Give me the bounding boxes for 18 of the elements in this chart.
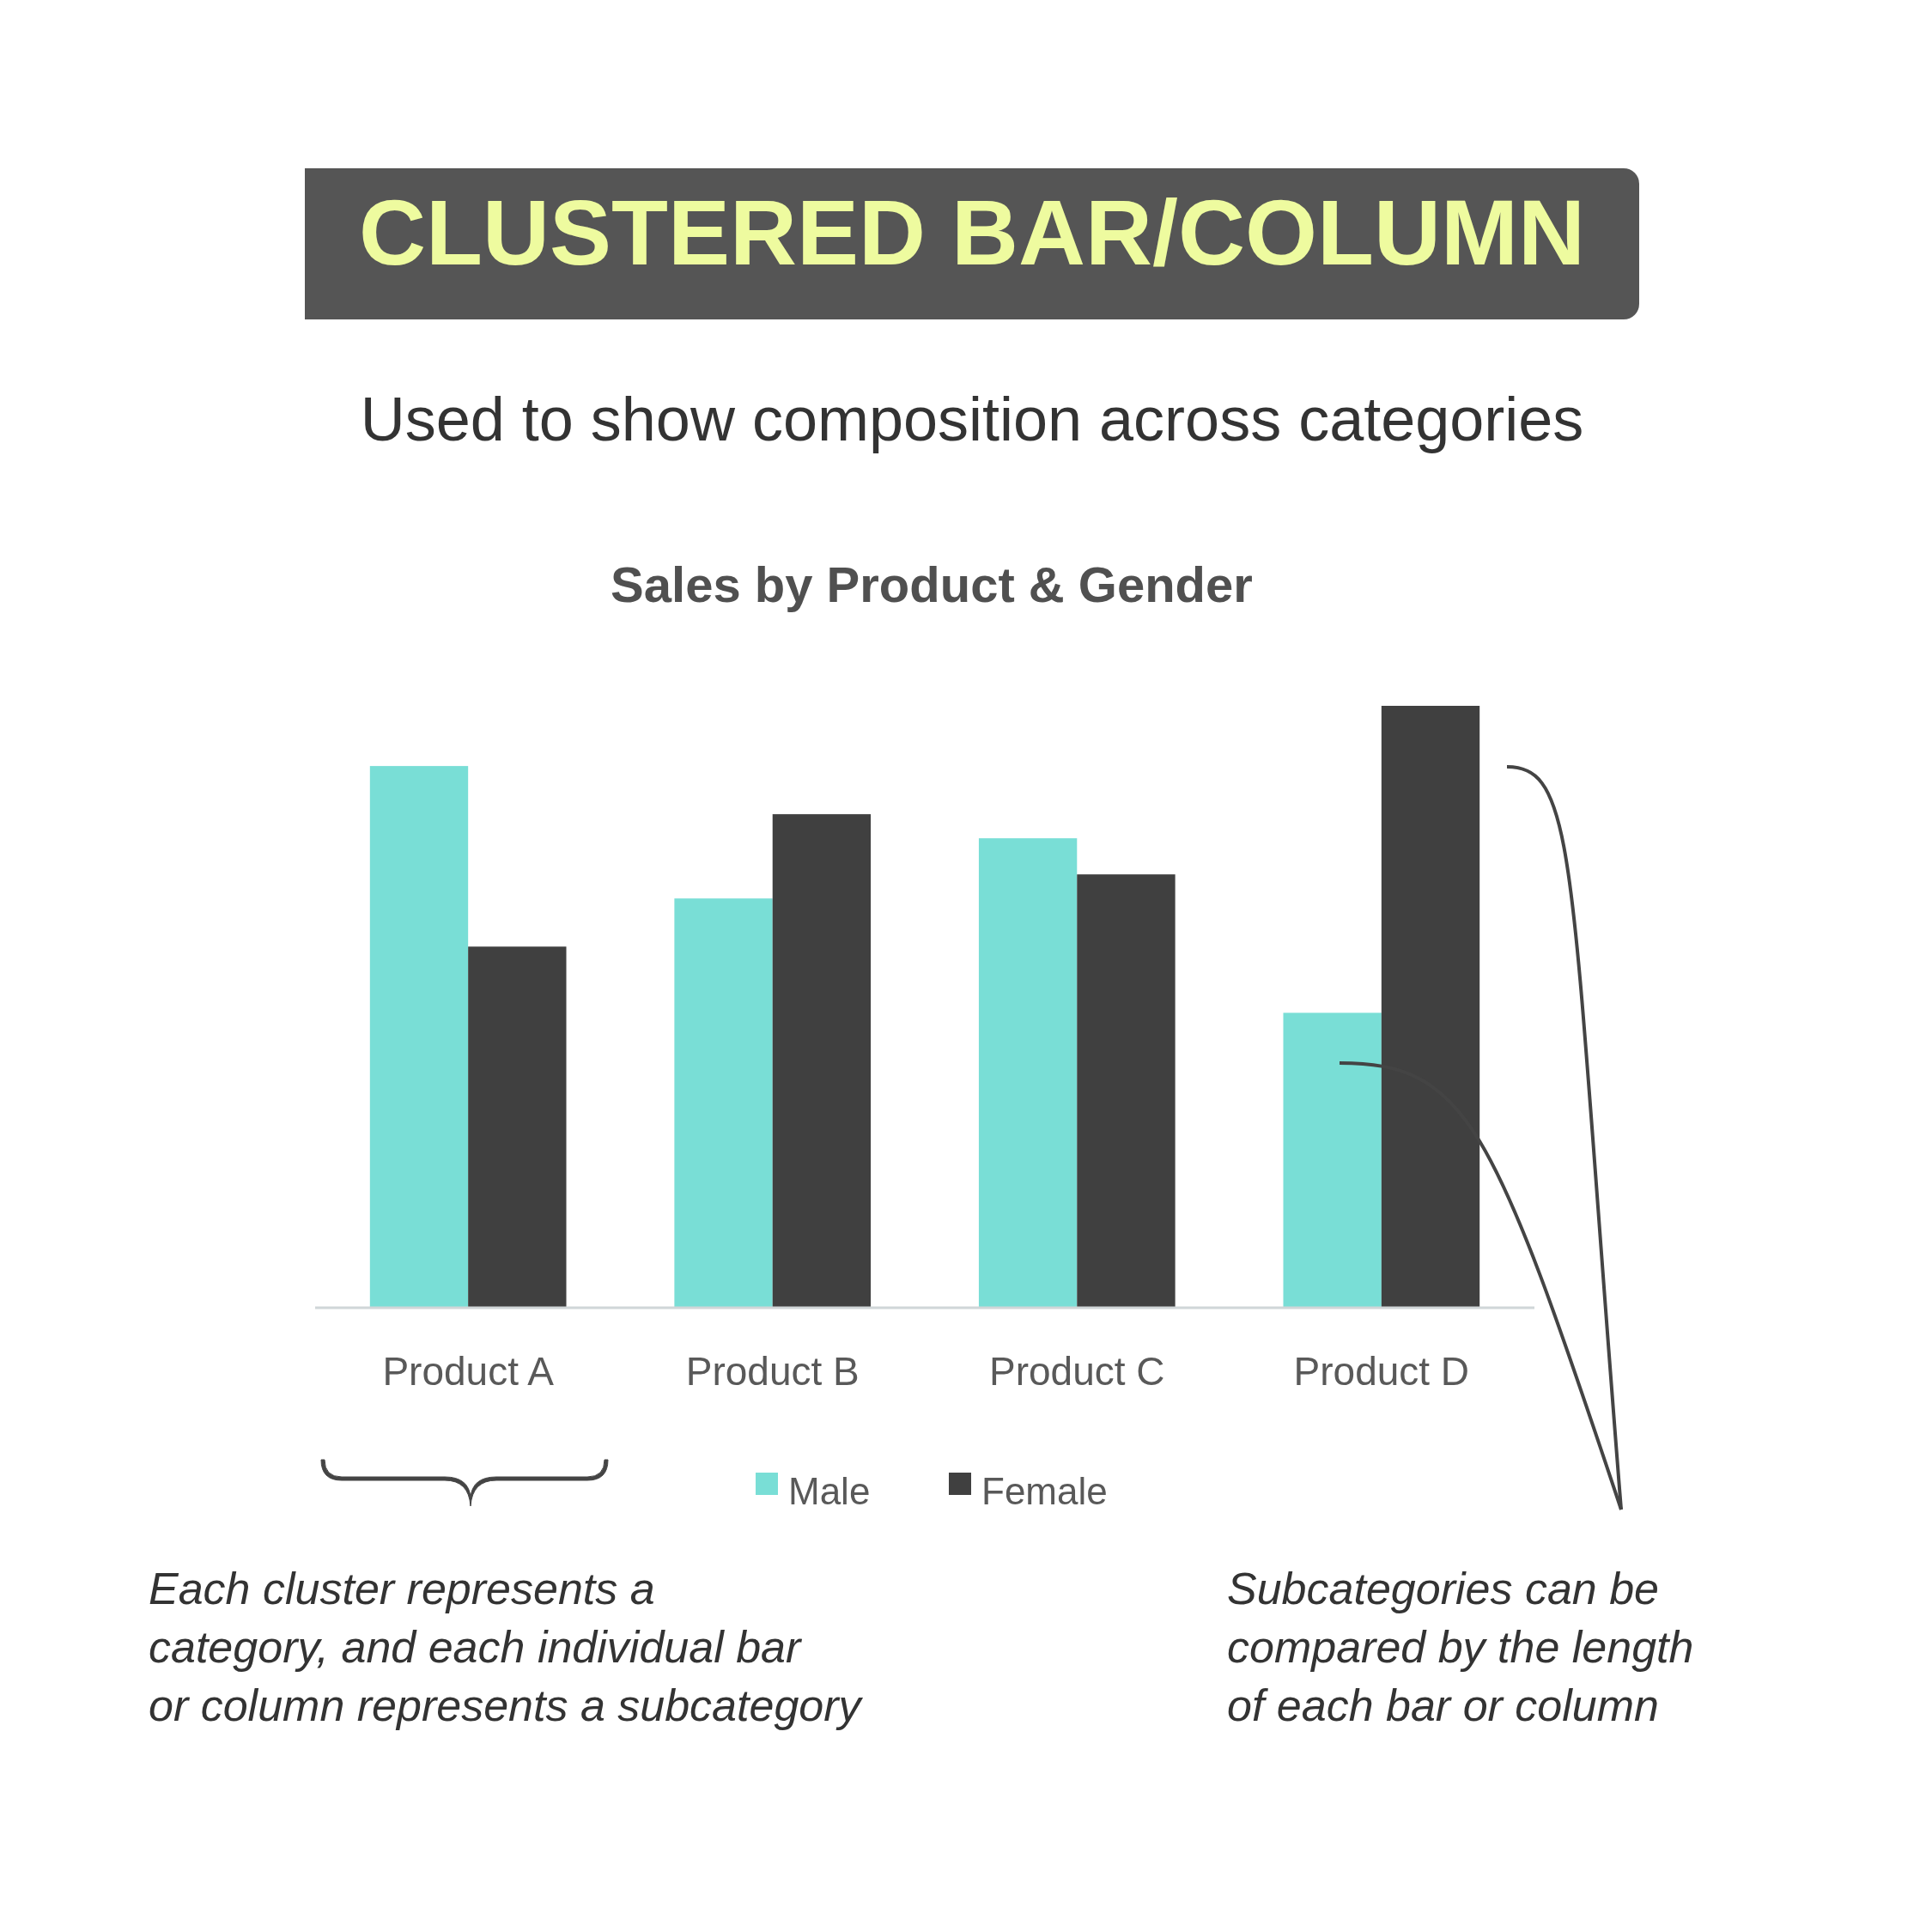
bar xyxy=(369,766,469,1308)
bar xyxy=(1283,1012,1382,1308)
x-tick-label: Product A xyxy=(382,1349,555,1394)
text: Sales by Product & Gender xyxy=(611,556,1253,612)
legend-label: Male xyxy=(788,1469,871,1512)
bar xyxy=(978,838,1078,1308)
x-tick-label: Product D xyxy=(1293,1349,1470,1394)
text: Each cluster represents a category, and each individual bar or column represents a subcategory xyxy=(149,1564,864,1730)
chart-title: CLUSTERED BAR/COLUMN xyxy=(359,180,1585,284)
x-tick-label: Product B xyxy=(685,1349,860,1394)
bar xyxy=(1077,874,1176,1308)
legend-label: Female xyxy=(981,1469,1108,1512)
bar xyxy=(772,814,872,1308)
text: Subcategories can be compared by the length of each bar or column xyxy=(1227,1564,1694,1730)
x-tick-label: Product C xyxy=(989,1349,1165,1394)
chart-subtitle: Used to show composition across categories xyxy=(360,385,1584,453)
bar xyxy=(674,898,773,1308)
bar xyxy=(468,946,567,1308)
